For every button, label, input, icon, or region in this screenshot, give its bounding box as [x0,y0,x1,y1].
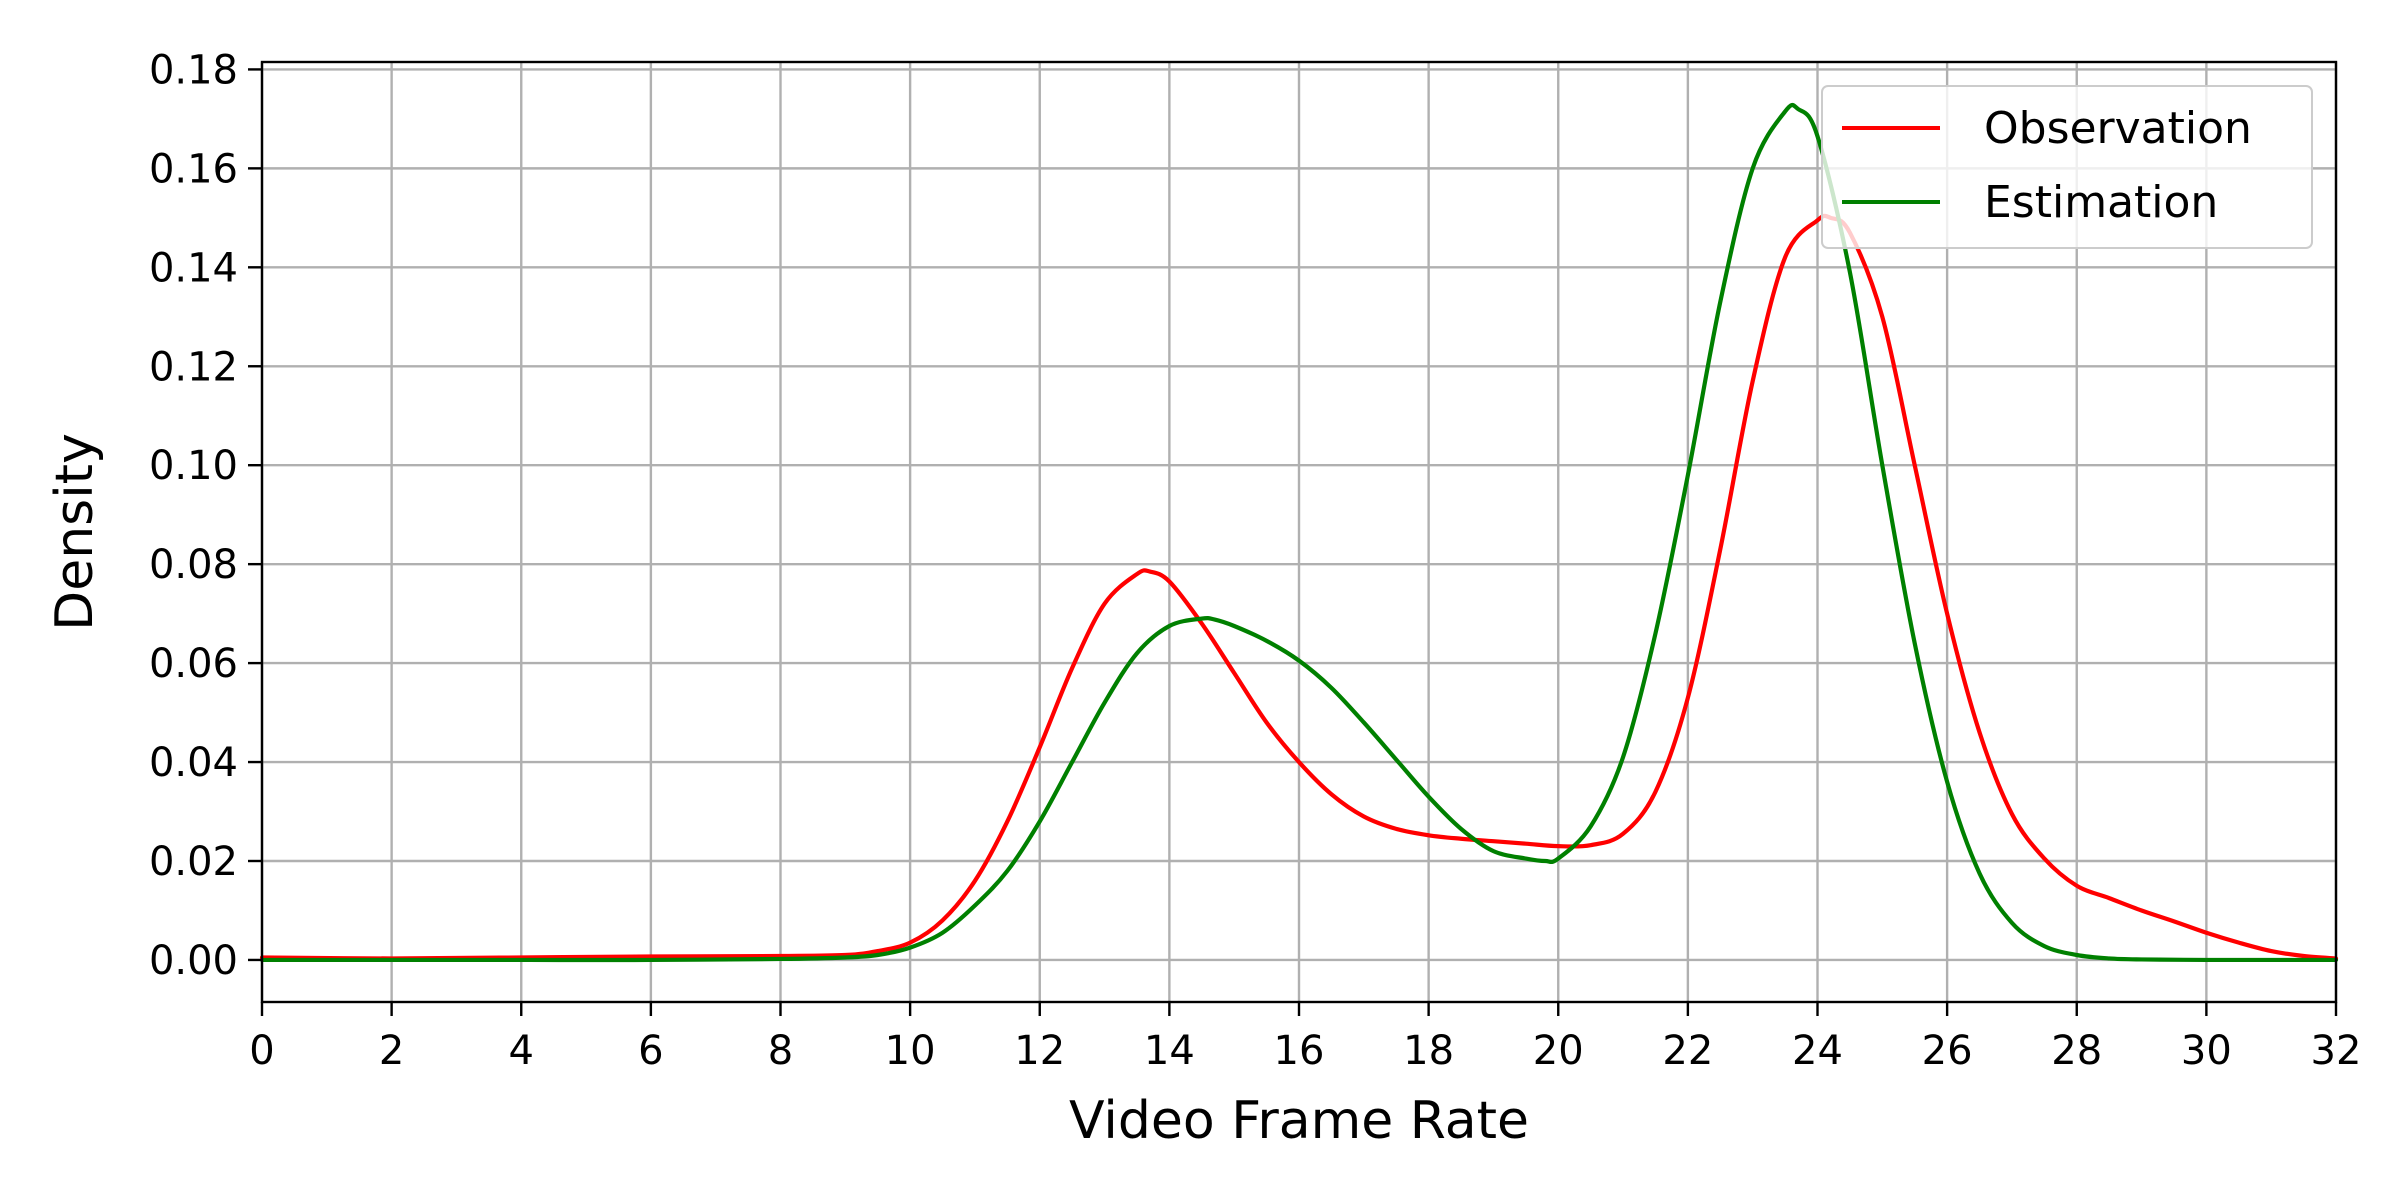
legend-label-observation: Observation [1984,103,2252,154]
x-tick-label: 8 [768,1028,793,1074]
x-tick-label: 16 [1274,1028,1325,1074]
y-axis-title: Density [45,433,105,631]
y-tick-label: 0.18 [149,47,238,93]
y-tick-label: 0.06 [149,641,238,687]
x-tick-label: 0 [249,1028,274,1074]
x-tick-label: 6 [638,1028,663,1074]
series-line-observation [259,213,2339,961]
x-tick-label: 24 [1792,1028,1843,1074]
x-tick-label: 26 [1922,1028,1973,1074]
series-lines [259,102,2339,963]
legend-box [1821,85,2313,249]
legend-label-estimation: Estimation [1984,177,2218,228]
series-line-estimation [259,102,2339,963]
x-tick-label: 28 [2051,1028,2102,1074]
x-tick-label: 18 [1403,1028,1454,1074]
x-tick-label: 4 [509,1028,534,1074]
x-tick-label: 14 [1144,1028,1195,1074]
x-tick-label: 10 [885,1028,936,1074]
x-axis-ticks: 0 2 4 6 8 10 12 14 16 18 20 22 24 26 28 30 32 [249,1002,2361,1074]
y-tick-label: 0.10 [149,443,238,489]
x-axis-title: Video Frame Rate [1069,1091,1529,1151]
x-tick-label: 20 [1533,1028,1584,1074]
legend: Observation Estimation [1821,85,2313,249]
x-tick-label: 2 [379,1028,404,1074]
x-tick-label: 30 [2181,1028,2232,1074]
y-tick-label: 0.04 [149,740,238,786]
y-tick-label: 0.02 [149,839,238,885]
x-tick-label: 22 [1662,1028,1713,1074]
x-tick-label: 32 [2311,1028,2362,1074]
y-tick-label: 0.12 [149,344,238,390]
y-tick-label: 0.16 [149,146,238,192]
y-tick-label: 0.00 [149,938,238,984]
x-tick-label: 12 [1014,1028,1065,1074]
y-tick-label: 0.14 [149,245,238,291]
y-axis-ticks: 0.00 0.02 0.04 0.06 0.08 0.10 0.12 0.14 0.16 0.18 [149,47,262,984]
y-tick-label: 0.08 [149,542,238,588]
